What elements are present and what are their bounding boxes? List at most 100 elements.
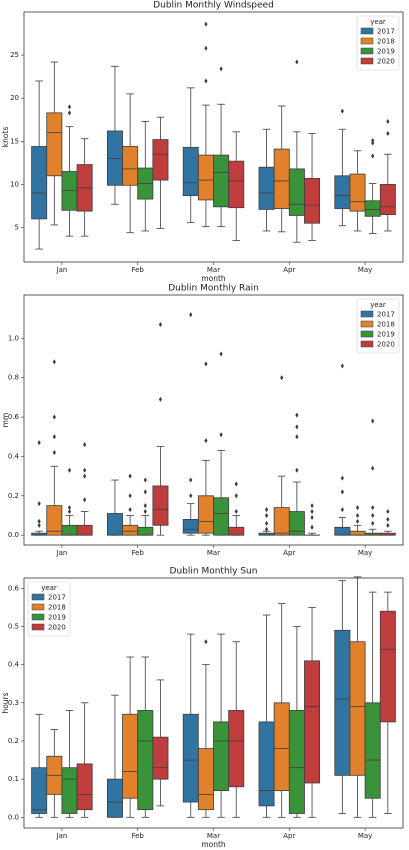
box — [46, 112, 63, 177]
plot-frame — [23, 11, 404, 263]
outlier — [340, 363, 344, 369]
outlier — [371, 137, 375, 143]
outlier — [158, 396, 163, 402]
outlier — [37, 501, 41, 507]
legend-swatch — [360, 320, 374, 328]
legend-swatch — [31, 623, 45, 631]
box — [379, 184, 396, 215]
y-tick-label: 0.8 — [8, 374, 19, 382]
outlier — [189, 312, 193, 318]
x-tick-label: Feb — [131, 266, 144, 274]
outlier — [310, 514, 314, 520]
outlier — [204, 21, 208, 27]
outlier — [143, 477, 147, 483]
box — [228, 710, 245, 788]
x-tick-label: Mar — [207, 549, 220, 557]
y-tick-label: 0.4 — [8, 661, 20, 669]
x-axis-label: month — [201, 840, 226, 849]
windspeed-panel: Dublin Monthly Windspeed knots month 5 10 15 2… — [1, 1, 404, 283]
outlier — [371, 140, 375, 146]
legend-swatch — [360, 310, 374, 318]
box — [349, 641, 366, 776]
box — [273, 702, 290, 791]
outlier — [371, 520, 375, 526]
outlier — [295, 424, 299, 430]
box — [182, 713, 199, 803]
y-tick-label: 0.2 — [8, 492, 19, 500]
box — [304, 660, 321, 784]
outlier — [52, 359, 56, 365]
x-axis-label: month — [201, 274, 226, 283]
outlier — [295, 59, 299, 65]
plot-frame — [23, 577, 404, 829]
legend-title: year — [370, 301, 386, 309]
box — [349, 530, 366, 536]
box — [61, 524, 78, 536]
outlier — [386, 516, 390, 522]
legend-label: 2020 — [48, 624, 66, 632]
legend-label: 2019 — [377, 48, 395, 56]
x-tick-label: Apr — [283, 266, 295, 274]
outlier — [37, 522, 41, 528]
outlier — [340, 475, 344, 481]
y-tick-label: 0.3 — [8, 699, 19, 707]
outlier — [128, 507, 132, 513]
outlier — [67, 505, 72, 511]
box — [152, 139, 169, 181]
box — [364, 702, 381, 799]
legend-swatch — [360, 27, 374, 35]
chart-title: Dublin Monthly Sun — [170, 567, 258, 577]
x-tick-label: Jan — [56, 832, 68, 840]
box — [137, 526, 154, 536]
box — [304, 177, 321, 224]
outlier — [143, 489, 147, 495]
legend-swatch — [360, 340, 374, 348]
box — [228, 526, 245, 536]
box — [379, 610, 396, 723]
y-tick-label: 1.0 — [8, 334, 19, 342]
outlier — [67, 104, 72, 110]
outlier — [219, 432, 223, 438]
outlier — [355, 512, 360, 518]
box — [213, 721, 230, 791]
box — [258, 166, 275, 210]
outlier — [386, 509, 390, 515]
outlier — [67, 110, 72, 116]
outlier — [83, 473, 87, 479]
outlier — [52, 414, 56, 420]
legend-label: 2019 — [377, 331, 395, 339]
box — [122, 146, 139, 186]
outlier — [83, 467, 87, 473]
legend-label: 2018 — [377, 321, 395, 329]
outlier — [371, 465, 375, 471]
outlier — [371, 512, 375, 518]
outlier — [204, 78, 208, 84]
x-tick-label: Apr — [283, 549, 295, 557]
x-tick-label: Jan — [56, 266, 68, 274]
outlier — [310, 524, 314, 530]
outlier — [310, 503, 314, 509]
outlier — [189, 477, 193, 483]
rain-panel: Dublin Monthly Rain mm 0.0 0.2 0.4 0.6 0.8 1.0 J… — [1, 284, 404, 557]
box — [106, 513, 123, 536]
outlier — [83, 442, 87, 448]
box — [61, 171, 78, 211]
y-tick-label: 10 — [10, 180, 19, 188]
x-tick-label: May — [358, 266, 372, 274]
y-tick-label: 0.2 — [8, 737, 19, 745]
x-tick-label: Mar — [207, 266, 220, 274]
y-tick-label: 0.6 — [8, 413, 20, 421]
x-tick-label: Mar — [207, 832, 220, 840]
outlier — [264, 520, 269, 526]
outlier — [264, 526, 269, 532]
outlier — [234, 481, 238, 487]
box — [288, 511, 305, 536]
outlier — [264, 512, 269, 518]
x-tick-label: Feb — [131, 549, 144, 557]
legend-swatch — [31, 603, 45, 611]
legend-swatch — [360, 47, 374, 55]
chart-title: Dublin Monthly Windspeed — [153, 1, 274, 11]
outlier — [128, 493, 132, 499]
outlier — [219, 351, 223, 357]
outlier — [204, 438, 208, 444]
